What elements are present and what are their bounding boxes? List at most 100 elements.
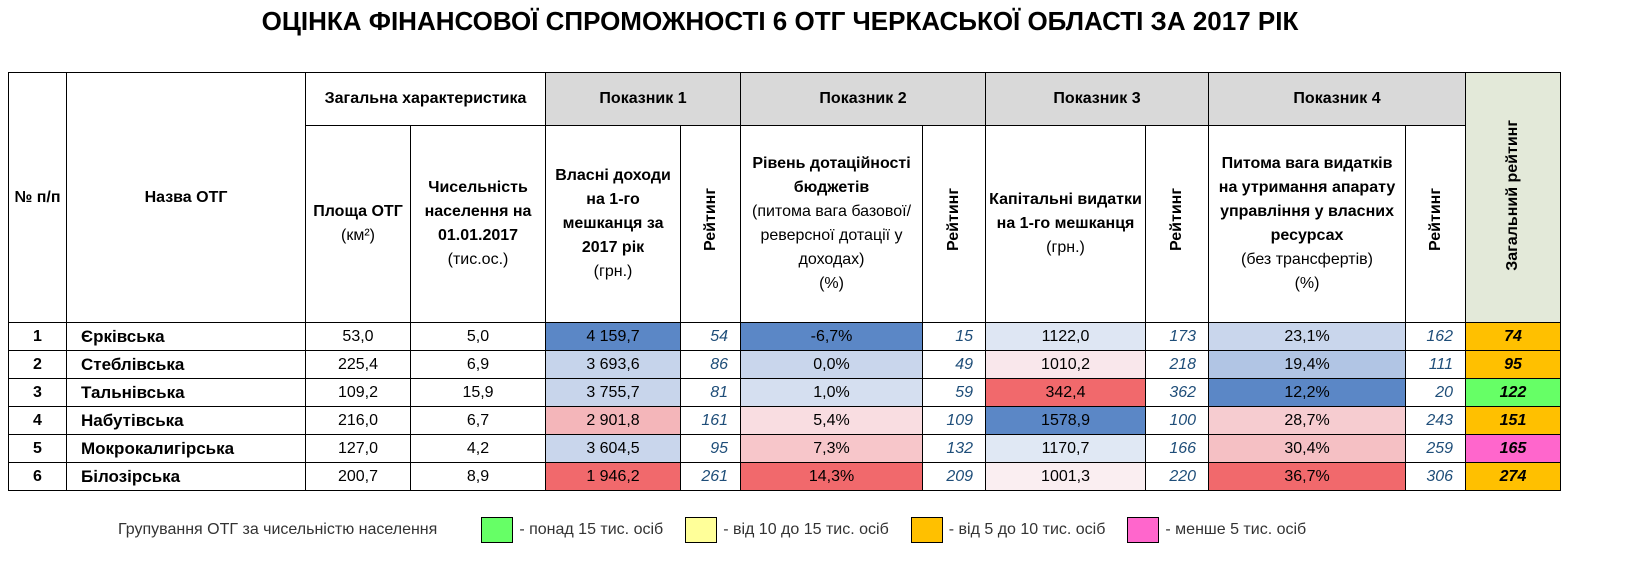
table-cell: Єрківська [66,322,306,351]
header-text: Рейтинг [945,188,963,252]
table-cell: 49 [922,350,987,379]
table-cell: 36,7% [1208,462,1407,491]
table-cell: 274 [1465,462,1562,491]
table-cell: 259 [1405,434,1467,463]
legend-swatch [481,517,514,543]
table-cell: 216,0 [305,406,411,435]
header-note: (%) [819,275,844,292]
table-cell: -6,7% [740,322,924,351]
header-cell: Чисельність населення на 01.01.2017 (тис.… [409,125,547,323]
header-note: (км²) [341,227,375,244]
table-cell: 2 901,8 [545,406,682,435]
legend: Групування ОТГ за чисельністю населення … [118,517,1328,543]
table-cell: 20 [1405,378,1467,407]
table-cell: Набутівська [66,406,306,435]
legend-swatch [910,517,943,543]
table-cell: 74 [1465,322,1562,351]
legend-label: - понад 15 тис. осіб [519,521,664,538]
table-cell: 54 [680,322,742,351]
header-text: Загальний рейтинг [1504,119,1522,271]
table-cell: 162 [1405,322,1467,351]
header-cell: Рейтинг [922,125,987,323]
table-cell: 53,0 [305,322,411,351]
table-cell: 8,9 [409,462,547,491]
table-cell: 0,0% [740,350,924,379]
table-cell: 1 [8,322,67,351]
header-note: (грн.) [593,263,633,280]
table-cell: 165 [1465,434,1562,463]
legend-label: - від 5 до 10 тис. осіб [948,521,1106,538]
table-cell: 1010,2 [985,350,1147,379]
table-cell: 15,9 [409,378,547,407]
table-row: 2 Стеблівська 225,4 6,9 3 693,6 86 0,0% 49 1010,… [8,350,1562,379]
table-cell: 1170,7 [985,434,1147,463]
table-cell: 3 693,6 [545,350,682,379]
table-cell: 15 [922,322,987,351]
header-cell: Власні доходи на 1-го мешканця за 2017 р… [545,125,682,323]
table-cell: 59 [922,378,987,407]
header-text: Рейтинг [1168,188,1186,252]
table-cell: 6,9 [409,350,547,379]
table-cell: 100 [1145,406,1210,435]
table-cell: 111 [1405,350,1467,379]
table-cell: 109,2 [305,378,411,407]
table-cell: 4 [8,406,67,435]
table-cell: Мокрокалигірська [66,434,306,463]
table-cell: 1001,3 [985,462,1147,491]
header-cell: Площа ОТГ (км²) [305,125,411,323]
table-cell: 23,1% [1208,322,1407,351]
table-cell: 161 [680,406,742,435]
table-row: 6 Білозірська 200,7 8,9 1 946,2 261 14,3% 209 10… [8,462,1562,491]
table-cell: 12,2% [1208,378,1407,407]
header-cell: Рейтинг [1405,125,1467,323]
table-cell: Стеблівська [66,350,306,379]
header-text: Чисельність населення на 01.01.2017 [424,179,532,244]
header-cell: Загальний рейтинг [1465,72,1562,323]
header-text: Рівень дотаційності бюджетів [752,155,911,196]
header-text: Власні доходи на 1-го мешканця за 2017 р… [555,167,671,256]
legend-item: - понад 15 тис. осіб [481,517,663,543]
header-cell: Капітальні видатки на 1-го мешканця (грн.… [985,125,1147,323]
table-cell: 122 [1465,378,1562,407]
table-cell: 5,0 [409,322,547,351]
table-cell: 209 [922,462,987,491]
header-note: (тис.ос.) [447,251,509,268]
table-cell: 30,4% [1208,434,1407,463]
table-cell: 166 [1145,434,1210,463]
table-cell: 6,7 [409,406,547,435]
legend-swatch [685,517,718,543]
header-text: Рейтинг [1426,188,1444,252]
table-row: 4 Набутівська 216,0 6,7 2 901,8 161 5,4% 109 157… [8,406,1562,435]
header-text: Питома вага видатків на утримання апарат… [1218,155,1396,244]
header-cell: Показник 3 [985,72,1210,126]
table-cell: 4 159,7 [545,322,682,351]
legend-title: Групування ОТГ за чисельністю населення [118,521,438,538]
table-cell: 225,4 [305,350,411,379]
table-cell: 6 [8,462,67,491]
table-cell: 200,7 [305,462,411,491]
header-cell: Показник 1 [545,72,742,126]
title: ОЦІНКА ФІНАНСОВОЇ СПРОМОЖНОСТІ 6 ОТГ ЧЕР… [261,6,1299,36]
table-cell: 306 [1405,462,1467,491]
header-cell: Рейтинг [680,125,742,323]
table-cell: 1,0% [740,378,924,407]
table-cell: 14,3% [740,462,924,491]
table-cell: 151 [1465,406,1562,435]
legend-item: - від 10 до 15 тис. осіб [685,517,889,543]
table-cell: 173 [1145,322,1210,351]
table-cell: 2 [8,350,67,379]
table-cell: 243 [1405,406,1467,435]
legend-item: - менше 5 тис. осіб [1127,517,1306,543]
table-cell: 1 946,2 [545,462,682,491]
table-cell: 220 [1145,462,1210,491]
table-cell: 132 [922,434,987,463]
table-cell: 127,0 [305,434,411,463]
table-cell: 81 [680,378,742,407]
table-row: 3 Тальнівська 109,2 15,9 3 755,7 81 1,0% 59 342,… [8,378,1562,407]
header-cell: Показник 4 [1208,72,1467,126]
table-cell: Білозірська [66,462,306,491]
table-cell: 3 [8,378,67,407]
rating-table: № п/п Назва ОТГ Загальна характеристика … [8,72,1562,491]
